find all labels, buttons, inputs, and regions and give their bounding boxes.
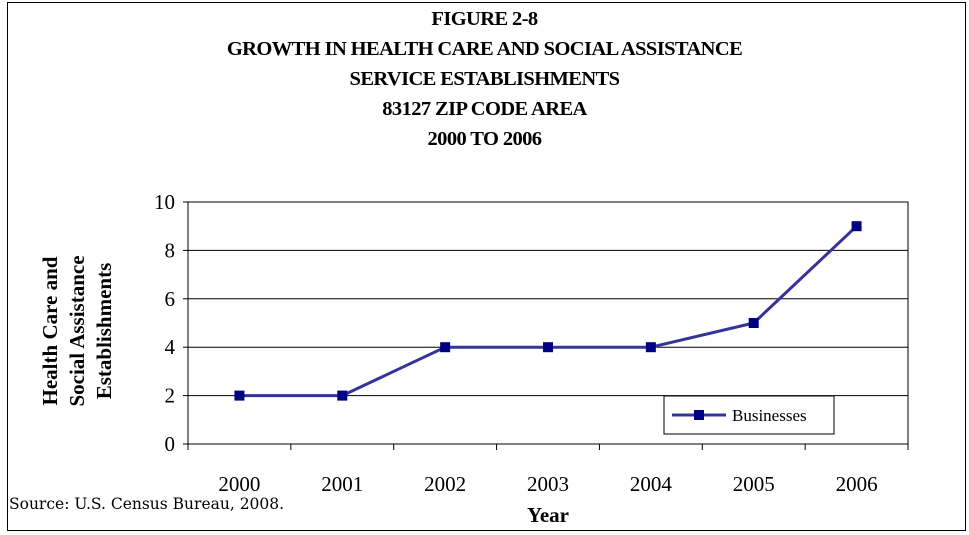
plot-area [187,201,909,445]
x-tick-label: 2002 [424,472,466,496]
x-tick-label: 2003 [527,472,569,496]
x-tick-label: 2001 [321,472,363,496]
y-axis-title-line: Health Care and [38,256,62,405]
series-line [239,225,858,398]
x-axis: 2000 2001 2002 2003 2004 2005 2006 [187,444,909,496]
legend-marker [694,410,704,420]
data-point [234,390,245,401]
legend: Businesses [663,395,835,435]
data-point [543,342,553,353]
y-tick-label: 4 [165,335,176,359]
y-tick-label: 6 [165,287,176,311]
title-line-1: FIGURE 2-8 [431,8,538,30]
y-tick-label: 0 [165,432,176,456]
chart-frame [7,2,966,531]
y-axis-title: Health Care and Social Assistance Establis… [38,255,116,406]
legend-label: Businesses [732,406,807,425]
title-line-3: SERVICE ESTABLISHMENTS [349,68,621,90]
x-tick-label: 2000 [218,472,260,496]
x-tick-label: 2005 [733,472,775,496]
y-tick-label: 2 [165,384,176,408]
chart-title: FIGURE 2-8 GROWTH IN HEALTH CARE AND SOC… [0,4,969,154]
data-point [440,342,451,353]
x-tick-label: 2006 [836,472,878,496]
series-businesses [234,221,862,401]
source-note: Source: U.S. Census Bureau, 2008. [9,495,285,513]
gridlines [188,249,908,397]
x-axis-title: Year [527,503,569,527]
data-point [645,342,656,353]
y-tick-label: 10 [154,190,175,214]
title-line-4: 83127 ZIP CODE AREA [382,98,587,120]
data-point [851,221,862,232]
data-point [337,390,348,401]
y-tick-label: 8 [165,238,176,262]
y-axis-title-line: Establishments [92,263,116,400]
data-point [748,318,759,328]
x-tick-label: 2004 [630,472,673,496]
title-line-5: 2000 TO 2006 [427,128,543,150]
y-axis: 0 2 4 6 8 10 [154,190,188,456]
y-axis-title-line: Social Assistance [65,255,89,406]
title-line-2: GROWTH IN HEALTH CARE AND SOCIAL ASSISTA… [226,38,743,60]
